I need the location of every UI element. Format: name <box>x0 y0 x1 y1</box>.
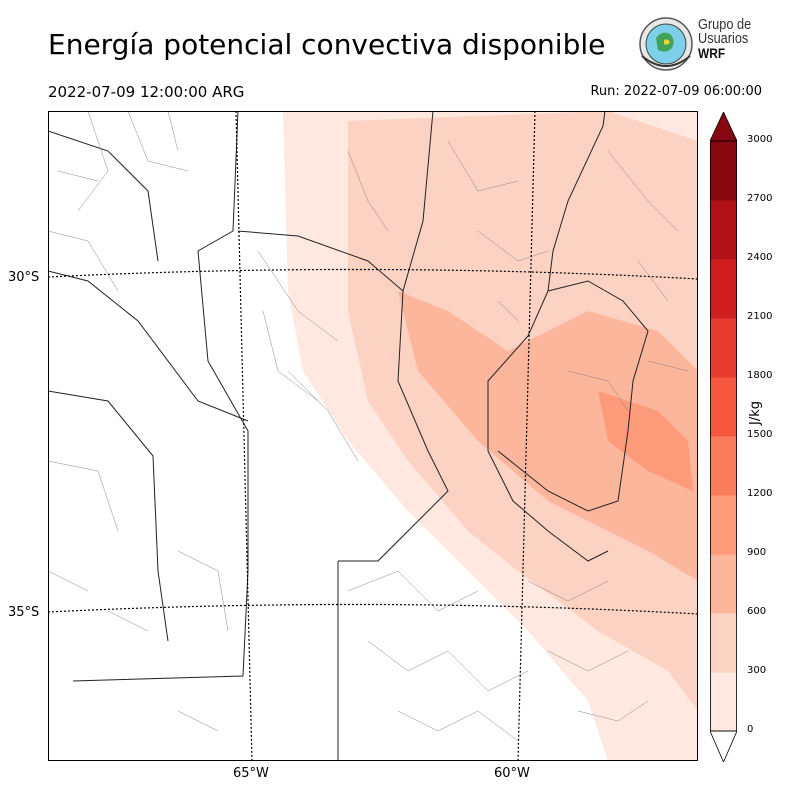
colorbar-tick-label: 300 <box>747 665 767 676</box>
logo: Grupo de Usuarios WRF <box>638 16 768 76</box>
colorbar-segment <box>710 554 737 614</box>
colorbar-tick-label: 600 <box>747 606 767 617</box>
colorbar-unit: J/kg <box>748 401 763 425</box>
colorbar-tick-label: 2400 <box>747 252 773 263</box>
colorbar-outline <box>710 140 737 732</box>
lat-label-30s: 30°S <box>8 270 40 285</box>
department-boundaries <box>48 111 689 742</box>
province-boundaries <box>48 111 649 761</box>
colorbar-tick-label: 900 <box>747 547 767 558</box>
logo-line-1: Grupo de <box>698 16 752 33</box>
colorbar-segment <box>710 377 737 437</box>
run-time: Run: 2022-07-09 06:00:00 <box>590 84 762 99</box>
colorbar-extend-max <box>710 112 737 142</box>
colorbar-tick-label: 1200 <box>747 488 773 499</box>
graticule <box>48 111 698 761</box>
colorbar-extend-min <box>710 730 737 762</box>
colorbar-tick-label: 0 <box>747 724 754 735</box>
lon-label-60w: 60°W <box>494 766 530 781</box>
cape-map <box>48 111 698 761</box>
colorbar-tick-label: 3000 <box>747 134 773 145</box>
page-title: Energía potencial convectiva disponible <box>48 28 606 61</box>
globe-logo-icon <box>639 17 693 71</box>
colorbar-segment <box>710 495 737 555</box>
logo-line-2: Usuarios <box>698 30 749 47</box>
logo-line-3: WRF <box>698 45 726 61</box>
colorbar-segment <box>710 436 737 496</box>
colorbar-segment <box>710 672 737 732</box>
colorbar-segment <box>710 613 737 673</box>
colorbar <box>710 112 737 762</box>
cape-field <box>283 111 698 761</box>
colorbar-tick-label: 1800 <box>747 370 773 381</box>
colorbar-segment <box>710 200 737 260</box>
valid-time: 2022-07-09 12:00:00 ARG <box>48 83 245 101</box>
colorbar-tick-label: 1500 <box>747 429 773 440</box>
colorbar-tick-label: 2100 <box>747 311 773 322</box>
colorbar-segment <box>710 141 737 201</box>
colorbar-segment <box>710 318 737 378</box>
cape-band-600-900 <box>398 291 698 581</box>
lon-label-65w: 65°W <box>233 766 269 781</box>
cape-band-900-1200 <box>598 391 693 491</box>
colorbar-segment <box>710 259 737 319</box>
colorbar-tick-label: 2700 <box>747 193 773 204</box>
lat-label-35s: 35°S <box>8 605 40 620</box>
